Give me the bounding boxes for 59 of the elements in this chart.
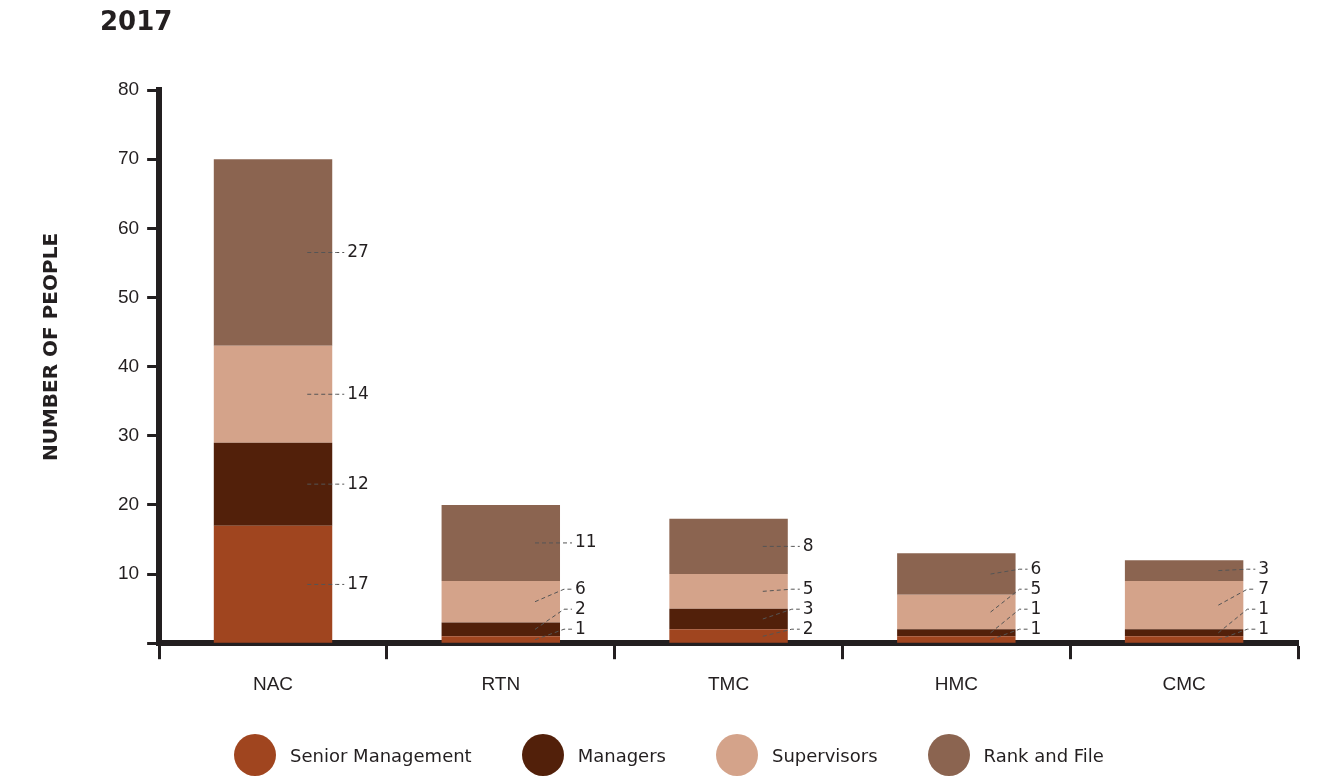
- data-label: 2: [575, 597, 586, 618]
- bar: [441, 636, 561, 643]
- data-label: 27: [347, 240, 369, 261]
- bar: [897, 553, 1016, 595]
- bar: [897, 594, 1016, 630]
- y-tick-label: 70: [117, 147, 140, 169]
- data-label: 14: [347, 382, 369, 403]
- y-tick-label: 40: [117, 354, 140, 376]
- bar: [441, 504, 561, 581]
- data-label: 8: [802, 534, 814, 555]
- data-label: 1: [1030, 597, 1042, 618]
- y-tick-label: 30: [117, 423, 140, 445]
- x-tick-label: TMC: [707, 672, 750, 694]
- data-label: 1: [1030, 617, 1042, 638]
- data-label: 6: [575, 577, 586, 598]
- y-tick-label: 80: [117, 78, 140, 100]
- bar: [669, 518, 788, 575]
- legend-label: Senior Management: [289, 743, 472, 768]
- bar: [1124, 560, 1244, 581]
- y-axis-title: NUMBER OF PEOPLE: [38, 231, 62, 464]
- data-label: 1: [575, 617, 586, 638]
- data-label: 7: [1258, 577, 1270, 598]
- legend-label: Rank and File: [982, 743, 1104, 768]
- data-label: 5: [1030, 577, 1042, 598]
- bar: [1124, 580, 1244, 630]
- data-label: 3: [1258, 557, 1270, 578]
- bar: [897, 636, 1016, 643]
- x-tick-label: NAC: [252, 672, 294, 694]
- x-tick-label: RTN: [481, 672, 521, 694]
- bar: [213, 159, 333, 346]
- bar: [441, 622, 561, 637]
- data-label: 11: [575, 531, 597, 552]
- bar: [1124, 629, 1244, 637]
- data-label: 3: [802, 597, 814, 618]
- bar: [669, 608, 788, 630]
- bar: [669, 574, 788, 609]
- data-label: 1: [1258, 597, 1270, 618]
- legend-label: Managers: [576, 743, 666, 768]
- chart-title: 2017: [100, 6, 173, 36]
- x-tick-label: CMC: [1162, 672, 1206, 694]
- data-label: 1: [1258, 617, 1270, 638]
- y-tick-label: 60: [117, 216, 140, 238]
- data-label: 5: [802, 577, 814, 598]
- data-label: 6: [1030, 557, 1042, 578]
- data-label: 2: [802, 617, 814, 638]
- y-tick-label: 20: [117, 493, 140, 515]
- legend-label: Supervisors: [770, 743, 878, 768]
- y-tick-label: 50: [117, 285, 140, 307]
- bar: [213, 442, 333, 526]
- bar: [897, 629, 1016, 637]
- bar: [441, 580, 561, 623]
- bar: [1124, 636, 1244, 643]
- data-label: 17: [347, 572, 369, 593]
- bar: [669, 629, 788, 643]
- x-tick-label: HMC: [934, 672, 978, 694]
- y-tick-label: 10: [117, 562, 140, 584]
- bar: [213, 525, 333, 643]
- bar: [213, 345, 333, 443]
- data-label: 12: [347, 472, 369, 493]
